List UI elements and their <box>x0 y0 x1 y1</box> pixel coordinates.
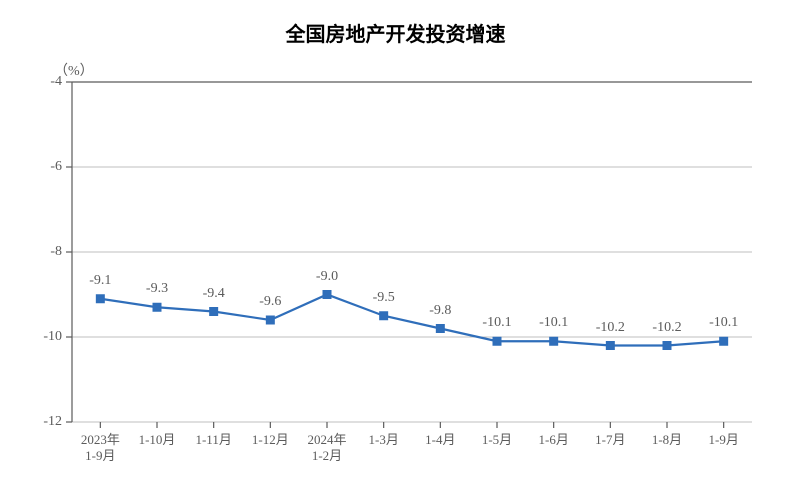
x-tick-label: 1-9月 <box>694 432 754 448</box>
data-label: -10.2 <box>596 320 625 336</box>
x-tick-label: 1-5月 <box>467 432 527 448</box>
data-label: -9.4 <box>203 286 225 302</box>
data-label: -10.1 <box>709 315 738 331</box>
y-tick-label: -6 <box>32 159 62 175</box>
data-marker <box>663 342 671 350</box>
data-marker <box>380 312 388 320</box>
chart-title: 全国房地产开发投资增速 <box>0 18 791 47</box>
x-tick-label: 1-8月 <box>637 432 697 448</box>
y-tick-label: -12 <box>32 414 62 430</box>
data-label: -9.8 <box>429 303 451 319</box>
x-tick-label: 2024年 1-2月 <box>297 432 357 465</box>
chart-svg <box>72 82 752 432</box>
data-label: -9.6 <box>259 294 281 310</box>
y-tick-label: -4 <box>32 74 62 90</box>
data-marker <box>266 316 274 324</box>
data-marker <box>720 337 728 345</box>
y-tick-label: -8 <box>32 244 62 260</box>
data-marker <box>96 295 104 303</box>
data-label: -9.1 <box>89 273 111 289</box>
y-tick-label: -10 <box>32 329 62 345</box>
data-marker <box>323 291 331 299</box>
x-tick-label: 1-7月 <box>580 432 640 448</box>
data-marker <box>493 337 501 345</box>
data-label: -9.5 <box>373 290 395 306</box>
data-label: -10.1 <box>482 315 511 331</box>
data-label: -10.2 <box>652 320 681 336</box>
plot-area <box>72 82 752 422</box>
data-label: -10.1 <box>539 315 568 331</box>
x-tick-label: 1-6月 <box>524 432 584 448</box>
data-label: -9.0 <box>316 269 338 285</box>
data-marker <box>606 342 614 350</box>
x-tick-label: 1-4月 <box>410 432 470 448</box>
data-marker <box>550 337 558 345</box>
x-tick-label: 1-10月 <box>127 432 187 448</box>
x-tick-label: 1-11月 <box>184 432 244 448</box>
x-tick-label: 2023年 1-9月 <box>70 432 130 465</box>
line-chart: 全国房地产开发投资增速 （%） -4-6-8-10-122023年 1-9月1-… <box>0 0 791 503</box>
data-marker <box>153 303 161 311</box>
data-marker <box>436 325 444 333</box>
data-marker <box>210 308 218 316</box>
data-label: -9.3 <box>146 281 168 297</box>
x-tick-label: 1-12月 <box>240 432 300 448</box>
x-tick-label: 1-3月 <box>354 432 414 448</box>
